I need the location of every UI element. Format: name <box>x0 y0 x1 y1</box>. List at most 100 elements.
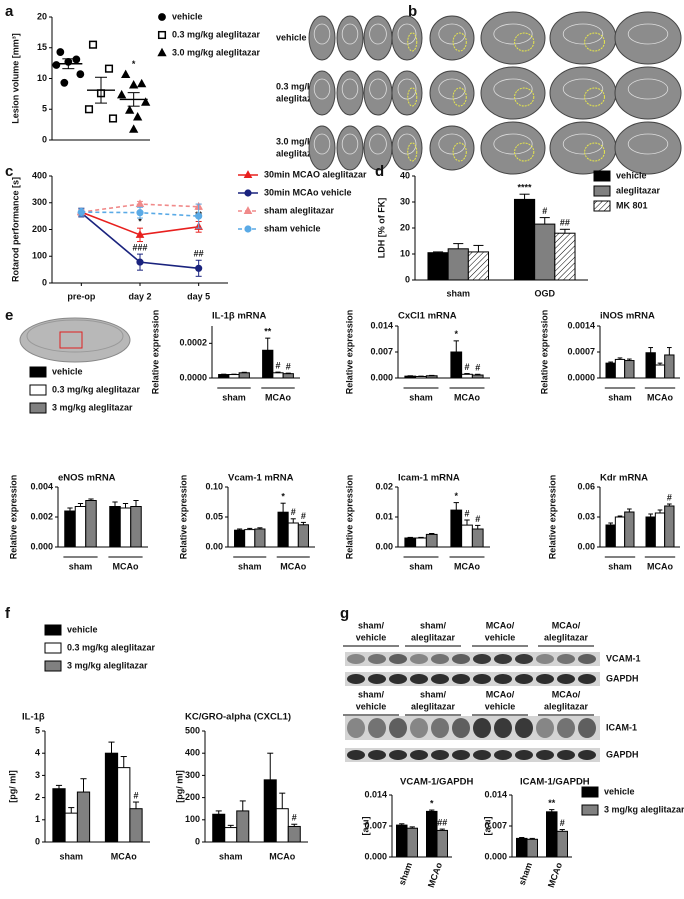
blot-band <box>389 750 407 760</box>
blot-band <box>389 718 407 738</box>
blot-band <box>410 654 428 664</box>
significance-label: * <box>455 329 459 339</box>
lesion-outline <box>452 142 467 162</box>
blot-band <box>431 654 449 664</box>
blot-band-label: ICAM-1 <box>606 722 637 732</box>
blot-band <box>578 654 596 664</box>
blot-band-label: GAPDH <box>606 673 639 683</box>
y-tick-label: 0 <box>405 274 410 284</box>
blot-strip <box>345 652 600 666</box>
bar <box>605 362 616 379</box>
blot-band <box>347 654 365 664</box>
point <box>135 199 145 208</box>
blot-band <box>536 718 554 738</box>
y-axis-label: [pg/ ml] <box>7 770 17 803</box>
point <box>60 78 69 87</box>
blot-band <box>452 654 470 664</box>
significance-label: # <box>560 818 565 828</box>
significance-label: * <box>132 59 136 69</box>
y-tick-label: 300 <box>185 770 200 780</box>
brain-slice <box>391 15 423 61</box>
blot-band <box>578 718 596 738</box>
brain-slice <box>336 125 364 171</box>
blot-band <box>431 718 449 738</box>
slice-detail <box>313 133 331 155</box>
y-tick-label: 0.02 <box>375 481 393 491</box>
slice-detail <box>369 133 387 155</box>
bar <box>244 529 256 548</box>
x-tick-label: sham <box>59 851 83 861</box>
significance-label: ** <box>264 327 272 337</box>
bar <box>605 524 616 548</box>
lesion-outline <box>584 32 605 52</box>
blot-band <box>368 674 386 684</box>
significance-label: ## <box>437 817 447 827</box>
blot-group-label: aleglitazar <box>411 632 456 642</box>
panel-letter: b <box>408 3 417 20</box>
slice-detail <box>627 78 669 100</box>
bar <box>277 511 289 548</box>
y-tick-label: 0.0000 <box>567 372 595 382</box>
y-tick-label: 40 <box>400 170 410 180</box>
lesion-outline <box>514 142 535 162</box>
slice-detail <box>341 78 359 100</box>
brain-slice <box>363 70 393 116</box>
bar <box>664 505 675 548</box>
blot-band <box>557 654 575 664</box>
point <box>129 80 139 89</box>
panel-letter: a <box>5 3 14 20</box>
chart-title: IL-1β <box>22 712 45 723</box>
slice-detail <box>493 133 533 155</box>
y-tick-label: 1 <box>35 814 40 824</box>
bar <box>624 360 635 379</box>
panel-letter: c <box>5 163 13 180</box>
legend-swatch <box>581 804 599 816</box>
y-tick-label: 400 <box>32 170 47 180</box>
bar <box>614 358 626 379</box>
bar <box>425 375 438 379</box>
y-axis-label: Relative expression <box>547 475 557 560</box>
legend-marker <box>158 13 166 21</box>
slice-detail <box>438 78 466 100</box>
bar <box>645 516 656 548</box>
legend-label: sham aleglitazar <box>264 205 335 215</box>
blot-band-label: VCAM-1 <box>606 653 641 663</box>
point <box>141 97 151 106</box>
bar <box>228 374 240 379</box>
slice-detail <box>397 133 417 155</box>
slice-detail <box>313 23 331 45</box>
bar <box>64 812 78 843</box>
bar <box>556 830 568 858</box>
bar <box>64 510 76 548</box>
point <box>121 69 131 79</box>
legend-marker <box>244 189 252 197</box>
bar <box>415 376 427 379</box>
blot-group-label: sham/ <box>358 620 385 630</box>
lesion-outline <box>514 32 535 52</box>
blot-band <box>368 750 386 760</box>
significance-label: # <box>464 362 469 372</box>
bar <box>534 223 556 281</box>
x-tick-label: MCAo <box>265 392 291 402</box>
legend-label: sham vehicle <box>264 223 321 233</box>
brain-slice <box>391 70 423 116</box>
blot-strip <box>345 748 600 762</box>
y-tick-label: 0.03 <box>577 511 595 521</box>
y-axis-label: Relative expression <box>344 475 354 560</box>
lesion-outline <box>452 32 467 52</box>
brain-image <box>19 317 131 363</box>
bar <box>404 537 417 548</box>
bar <box>614 516 626 548</box>
blot-band-label: GAPDH <box>606 749 639 759</box>
lesion-outline <box>584 142 605 162</box>
panel-letter: g <box>340 605 349 622</box>
significance-label: # <box>291 507 296 517</box>
blot-group-label: aleglitazar <box>544 632 589 642</box>
legend-swatch <box>593 200 611 212</box>
lesion-outline <box>584 87 605 107</box>
bar <box>238 372 250 379</box>
legend-swatch <box>593 185 611 197</box>
legend-label: 3.0 mg/kg aleglitazar <box>172 47 261 57</box>
legend-label: vehicle <box>52 366 83 376</box>
